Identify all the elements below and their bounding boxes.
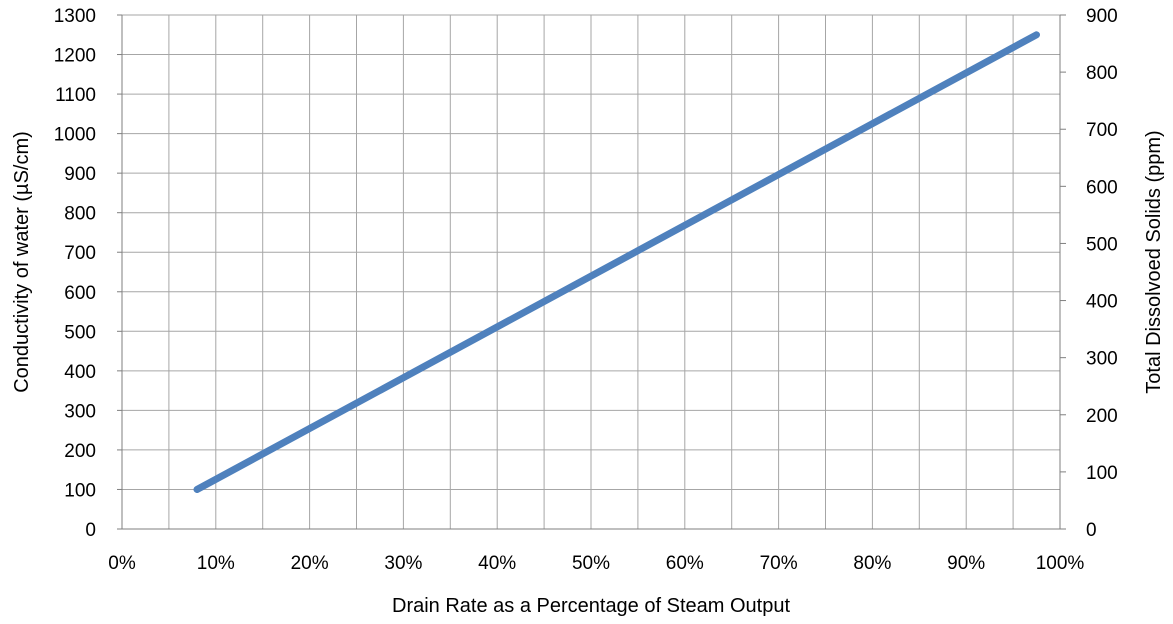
x-tick-label: 20% — [291, 553, 329, 574]
y-tick-label: 600 — [64, 283, 96, 304]
y2-tick-label: 500 — [1086, 234, 1118, 255]
y2-tick-label: 900 — [1086, 6, 1118, 27]
x-tick-label: 90% — [947, 553, 985, 574]
y2-tick-label: 700 — [1086, 120, 1118, 141]
y-tick-label: 700 — [64, 243, 96, 264]
y-tick-label: 1200 — [54, 46, 96, 67]
y2-tick-label: 400 — [1086, 292, 1118, 313]
y-tick-label: 300 — [64, 401, 96, 422]
y-tick-label: 1100 — [55, 85, 96, 106]
y2-tick-label: 200 — [1086, 406, 1118, 427]
x-tick-label: 0% — [108, 553, 136, 574]
series — [193, 31, 1040, 493]
y-tick-label: 800 — [64, 204, 96, 225]
x-tick-label: 10% — [197, 553, 235, 574]
y2-tick-label: 600 — [1086, 177, 1118, 198]
axes — [117, 14, 1066, 530]
x-tick-label: 60% — [666, 553, 704, 574]
x-tick-label: 40% — [478, 553, 516, 574]
y-tick-label: 100 — [64, 480, 96, 501]
x-tick-label: 100% — [1036, 553, 1085, 574]
y-tick-label: 400 — [64, 362, 96, 383]
y-tick-label: 0 — [85, 520, 96, 541]
x-axis-title: Drain Rate as a Percentage of Steam Outp… — [392, 595, 790, 617]
x-tick-label: 30% — [384, 553, 422, 574]
series-line — [193, 31, 1040, 493]
y-tick-label: 1300 — [54, 6, 96, 27]
y2-axis-title: Total Dissolvoed Solids (ppm) — [1143, 130, 1165, 393]
x-tick-label: 70% — [760, 553, 798, 574]
x-tick-label: 50% — [572, 553, 610, 574]
y2-tick-label: 100 — [1086, 463, 1118, 484]
x-tick-label: 80% — [853, 553, 891, 574]
y-axis-title: Conductivity of water (µS/cm) — [11, 131, 33, 393]
y2-tick-label: 0 — [1086, 520, 1097, 541]
y-tick-label: 900 — [64, 164, 96, 185]
y-tick-label: 200 — [64, 441, 96, 462]
y2-tick-label: 300 — [1086, 349, 1118, 370]
tick-labels: 0% 10% 20% 30% 40% 50% 60% 70% 80% 90% 100%0100200… — [54, 6, 1118, 574]
y-tick-label: 500 — [64, 322, 96, 343]
y-tick-label: 1000 — [54, 125, 96, 146]
y2-tick-label: 800 — [1086, 63, 1118, 84]
